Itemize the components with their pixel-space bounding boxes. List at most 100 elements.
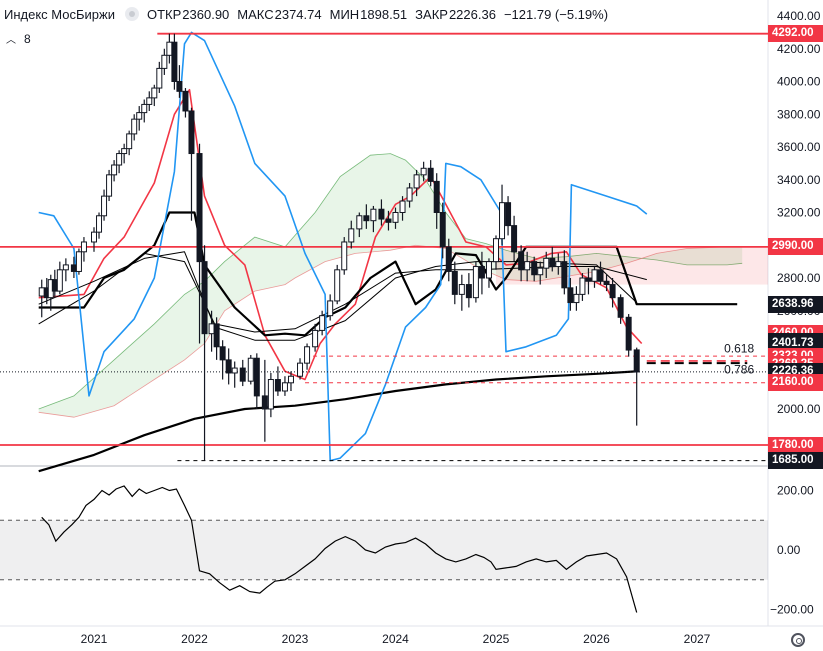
candle-body (51, 279, 58, 292)
low-label: МИН (329, 6, 360, 22)
price-tag: 2990.00 (768, 238, 823, 256)
chevron-up-icon: ︿ (6, 35, 16, 46)
candle-body (156, 67, 163, 89)
time-tick-label: 2023 (282, 632, 309, 646)
price-tick-label: 3600.00 (777, 140, 821, 154)
cloud-span-b-line (38, 244, 743, 418)
close-value: 2226.36 (448, 6, 496, 22)
candle-body (413, 174, 420, 189)
candle-body (603, 280, 610, 286)
candle-body (617, 297, 624, 318)
close-label: ЗАКР (415, 6, 448, 22)
candle-body (573, 293, 580, 304)
candle-body (579, 277, 586, 295)
candle-body (75, 251, 82, 272)
candle-body (91, 231, 97, 243)
candle-body (472, 266, 479, 299)
candle-body (597, 269, 604, 282)
candle-body (101, 195, 108, 217)
candle-body (201, 261, 208, 335)
candle-body (141, 103, 148, 114)
time-tick-label: 2026 (583, 632, 610, 646)
candle-body (161, 54, 168, 69)
candle-body (524, 261, 531, 271)
candle-body (176, 81, 183, 92)
price-tag: 1685.00 (768, 452, 823, 470)
open-value: 2360.90 (182, 6, 230, 22)
cloud-area (38, 153, 743, 418)
candle-body (182, 90, 189, 112)
candle-body (327, 300, 334, 317)
price-tick-label: 4200.00 (777, 42, 821, 56)
candle-body (247, 357, 254, 382)
symbol-title[interactable]: Индекс МосБиржи (4, 6, 115, 22)
candle-body (625, 316, 632, 351)
candle-body (356, 215, 363, 230)
osc-tick-label: −200.00 (770, 603, 814, 617)
price-tick-label: 2000.00 (777, 402, 821, 416)
cloud-red-area (496, 246, 768, 285)
osc-tick-label: 200.00 (777, 484, 814, 498)
candle-body (378, 208, 385, 220)
candle-body (549, 257, 556, 268)
price-tick-label: 2800.00 (777, 271, 821, 285)
price-tag: 2160.00 (768, 374, 823, 392)
time-tick-label: 2024 (382, 632, 409, 646)
candle-body (385, 218, 392, 223)
price-tick-label: 4000.00 (777, 75, 821, 89)
candle-body (406, 187, 413, 202)
fib-label: 0.618 (724, 342, 754, 356)
candle-body (478, 266, 485, 279)
candle-body (465, 284, 472, 299)
candle-body (188, 110, 195, 155)
candle-body (427, 167, 434, 182)
indicators-toggle[interactable]: ︿ 8 (6, 31, 31, 47)
candle-body (511, 225, 518, 253)
time-tick-label: 2022 (181, 632, 208, 646)
candle-body (633, 349, 640, 373)
candle-body (370, 208, 377, 222)
indicators-count: 8 (24, 31, 31, 46)
candle-body (287, 375, 294, 384)
open-label: ОТКР (146, 6, 182, 22)
osc-band-fill (0, 520, 768, 580)
candle-body (136, 112, 143, 120)
candle-body (609, 284, 616, 299)
eye-icon[interactable] (124, 7, 139, 21)
candle-body (499, 202, 506, 240)
time-tick-label: 2025 (483, 632, 510, 646)
kijun-red-line (38, 88, 643, 381)
candle-body (121, 148, 128, 155)
price-tick-label: 4400.00 (777, 9, 821, 23)
candle-body (56, 269, 63, 292)
candle-body (312, 329, 319, 348)
candle-body (267, 379, 274, 410)
candle-body (38, 287, 45, 297)
candle-body (319, 315, 326, 331)
candle-body (171, 41, 178, 82)
candle-body (399, 200, 406, 214)
sma-200-line (38, 370, 637, 473)
high-label: МАКС (237, 6, 274, 22)
candle-body (543, 257, 550, 269)
candle-body (505, 202, 512, 227)
candle-body (555, 261, 562, 268)
candle-body (208, 323, 215, 335)
candle-body (392, 212, 399, 223)
candle-body (531, 261, 538, 276)
candle-body (439, 212, 446, 248)
candle-body (363, 215, 370, 222)
candle-body (80, 241, 87, 253)
price-tag: 4292.00 (768, 25, 823, 43)
change-value: −121.79 (−5.19%) (503, 6, 609, 22)
time-tick-label: 2021 (81, 632, 108, 646)
candle-body (70, 264, 77, 272)
candle-body (445, 246, 452, 272)
candle-body (253, 357, 260, 397)
chart-legend: Индекс МосБиржи ОТКР 2360.90 МАКС 2374.74 … (0, 0, 770, 28)
price-tag: 2401.73 (768, 334, 823, 352)
high-value: 2374.74 (274, 6, 322, 22)
gear-icon[interactable] (791, 633, 805, 647)
candle-body (341, 241, 348, 271)
